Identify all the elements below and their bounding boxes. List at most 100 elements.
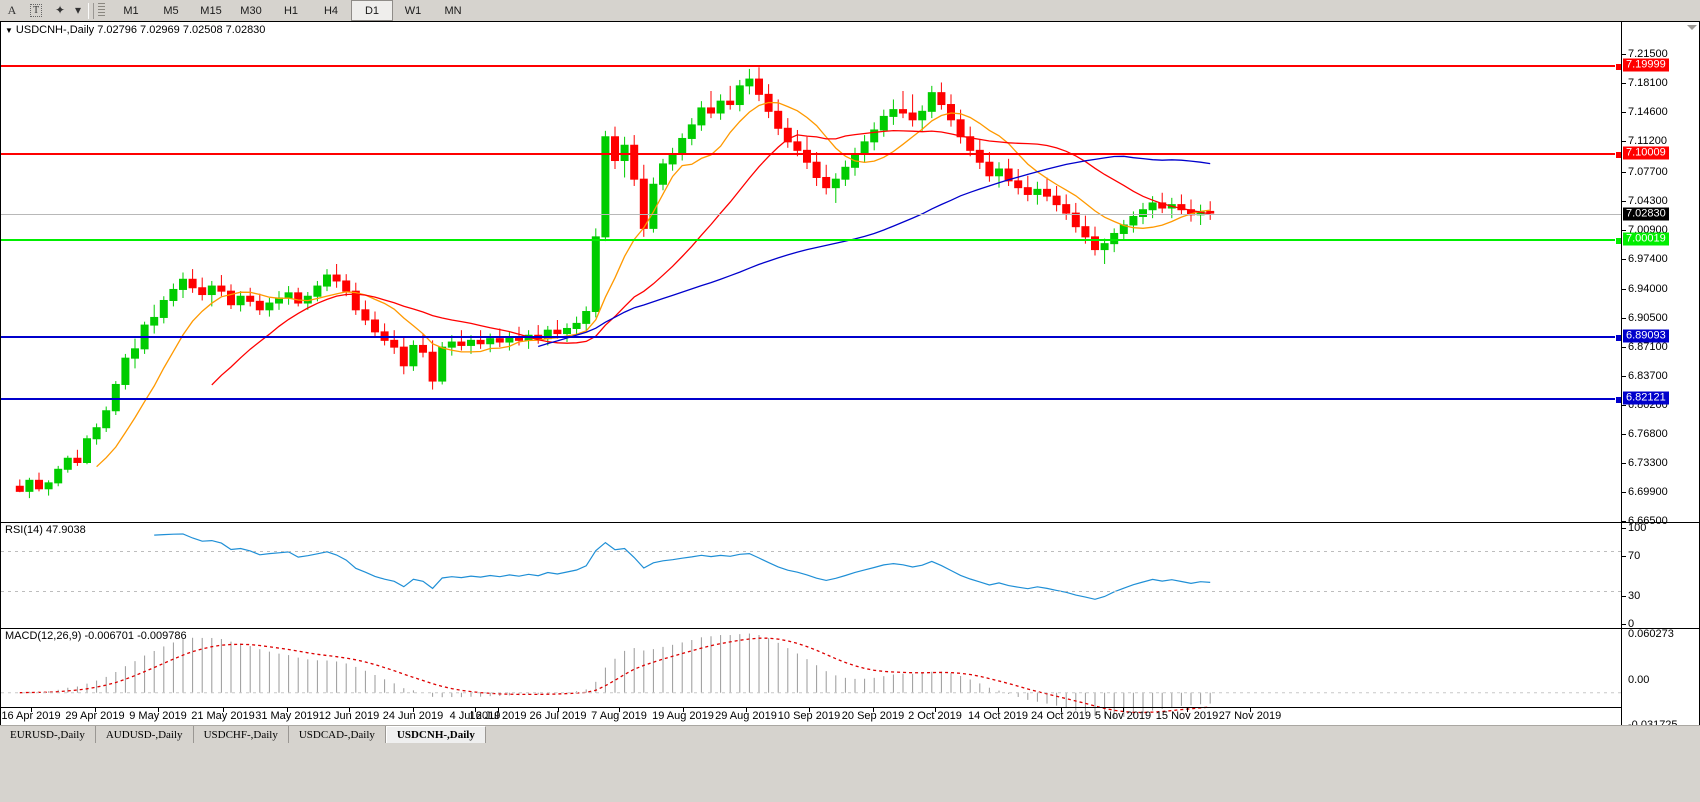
rsi-scale-label: 70 <box>1628 550 1641 562</box>
time-label: 12 Jun 2019 <box>318 710 380 722</box>
price-tick <box>1622 259 1626 260</box>
rsi-tick <box>1622 528 1626 529</box>
level-line-handle[interactable] <box>1615 63 1622 71</box>
time-label: 26 Jul 2019 <box>529 710 587 722</box>
level-line-handle[interactable] <box>1615 237 1622 245</box>
price-badge-support-blue-lower[interactable]: 6.82121 <box>1623 391 1669 405</box>
price-tick <box>1622 376 1626 377</box>
rsi-overbought-line <box>1 551 1622 552</box>
level-line-support-blue-upper[interactable] <box>1 334 1622 342</box>
timeframe-w1[interactable]: W1 <box>404 4 422 17</box>
level-line-handle[interactable] <box>1615 151 1622 159</box>
macd-histogram-svg <box>1 633 1622 718</box>
level-line-support-blue-lower[interactable] <box>1 396 1622 404</box>
timeframe-h1[interactable]: H1 <box>283 4 299 17</box>
timeframe-m1[interactable]: M1 <box>123 4 139 17</box>
chart-tab-audusd[interactable]: AUDUSD-,Daily <box>95 726 194 743</box>
price-badge-current-price[interactable]: 7.02830 <box>1623 207 1669 221</box>
time-tick <box>413 708 414 712</box>
time-label: 21 May 2019 <box>191 710 255 722</box>
chart-tab-eurusd[interactable]: EURUSD-,Daily <box>0 726 96 743</box>
price-label: 7.04300 <box>1628 195 1668 207</box>
price-label: 6.69900 <box>1628 486 1668 498</box>
price-badge-resistance-lower[interactable]: 7.10009 <box>1623 146 1669 160</box>
time-label: 15 Nov 2019 <box>1155 710 1219 722</box>
time-label: 4 Jul 2019 <box>449 710 501 722</box>
timeframe-m30[interactable]: M30 <box>240 4 262 17</box>
rsi-line-svg <box>154 533 1211 600</box>
time-axis[interactable]: 16 Apr 2019 29 Apr 2019 9 May 2019 21 May 2… <box>1 707 1623 725</box>
symbol-header: ▼ USDCNH-,Daily 7.02796 7.02969 7.02508 … <box>5 24 265 36</box>
macd-scale-label: 0.00 <box>1628 674 1650 686</box>
timeframe-m5[interactable]: M5 <box>163 4 179 17</box>
time-tick <box>31 708 32 712</box>
chart-scroll-nub-icon[interactable] <box>1687 25 1697 30</box>
label-tool-icon[interactable]: T <box>24 1 48 20</box>
time-tick <box>935 708 936 712</box>
time-label: 7 Aug 2019 <box>591 710 647 722</box>
time-tick <box>223 708 224 712</box>
symbol-ohlc-text: USDCNH-,Daily 7.02796 7.02969 7.02508 7.… <box>15 24 266 36</box>
time-tick <box>1061 708 1062 712</box>
level-line-resistance-lower[interactable] <box>1 151 1622 159</box>
time-label: 24 Jun 2019 <box>382 710 444 722</box>
price-badge-support-green[interactable]: 7.00019 <box>1623 232 1669 246</box>
scale-pane-divider <box>1621 522 1699 523</box>
price-label: 7.21500 <box>1628 48 1668 60</box>
time-tick <box>619 708 620 712</box>
chart-tab-usdchf[interactable]: USDCHF-,Daily <box>193 726 289 743</box>
price-pane[interactable] <box>1 22 1622 522</box>
price-tick <box>1622 112 1626 113</box>
macd-header: MACD(12,26,9) -0.006701 -0.009786 <box>5 630 187 642</box>
price-tick <box>1622 492 1626 493</box>
level-line-handle[interactable] <box>1615 396 1622 404</box>
level-line-current-price[interactable] <box>1 214 1622 215</box>
price-label: 7.11200 <box>1628 135 1667 147</box>
timeframe-h4[interactable]: H4 <box>323 4 339 17</box>
time-tick <box>558 708 559 712</box>
price-tick <box>1622 347 1626 348</box>
price-badge-support-blue-upper[interactable]: 6.89093 <box>1623 329 1669 343</box>
chart-tab-usdcnh[interactable]: USDCNH-,Daily <box>385 726 486 743</box>
symbol-dropdown-icon[interactable]: ▼ <box>5 25 13 35</box>
rsi-scale-label: 0 <box>1628 618 1635 630</box>
label-tool-glyph: T <box>29 4 43 17</box>
price-axis[interactable]: 7.21500 7.18100 7.14600 7.11200 7.07700 7.043… <box>1621 22 1699 731</box>
price-badge-resistance-upper[interactable]: 7.19999 <box>1623 58 1669 72</box>
time-label: 5 Nov 2019 <box>1094 710 1152 722</box>
price-label: 6.73300 <box>1628 457 1668 469</box>
price-tick <box>1622 201 1626 202</box>
price-tick <box>1622 463 1626 464</box>
timeframe-mn[interactable]: MN <box>444 4 462 17</box>
level-line-resistance-upper[interactable] <box>1 63 1622 71</box>
objects-tool-icon[interactable]: ✦ <box>54 3 66 17</box>
toolbar-grip-icon[interactable] <box>98 3 105 18</box>
time-label: 24 Oct 2019 <box>1031 710 1091 722</box>
chart-tab-usdcad[interactable]: USDCAD-,Daily <box>288 726 386 743</box>
price-label: 6.90500 <box>1628 312 1668 324</box>
macd-pane[interactable]: MACD(12,26,9) -0.006701 -0.009786 <box>1 629 1622 725</box>
price-label: 6.66500 <box>1628 515 1668 527</box>
objects-dropdown-arrow-icon[interactable]: ▾ <box>74 3 82 17</box>
time-label: 20 Sep 2019 <box>841 710 905 722</box>
timeframe-d1[interactable]: D1 <box>351 0 393 21</box>
level-line-handle[interactable] <box>1615 334 1622 342</box>
time-tick <box>809 708 810 712</box>
level-line-support-green[interactable] <box>1 237 1622 245</box>
time-tick <box>349 708 350 712</box>
time-tick <box>95 708 96 712</box>
text-tool-icon[interactable]: A <box>7 3 17 17</box>
price-label: 6.83700 <box>1628 370 1668 382</box>
time-tick <box>998 708 999 712</box>
rsi-scale-label: 30 <box>1628 590 1641 602</box>
main-toolbar: A T ✦ ▾ M1 M5 M15 M30 H1 H4 D1 W1 MN <box>0 0 1700 22</box>
time-label: 16 Apr 2019 <box>1 710 61 722</box>
rsi-pane[interactable]: RSI(14) 47.9038 <box>1 523 1622 628</box>
timeframe-m15[interactable]: M15 <box>200 4 222 17</box>
time-label: 14 Oct 2019 <box>968 710 1028 722</box>
price-label: 7.07700 <box>1628 166 1668 178</box>
time-tick <box>873 708 874 712</box>
chart-frame[interactable]: ▼ USDCNH-,Daily 7.02796 7.02969 7.02508 … <box>0 21 1700 731</box>
time-tick <box>1123 708 1124 712</box>
